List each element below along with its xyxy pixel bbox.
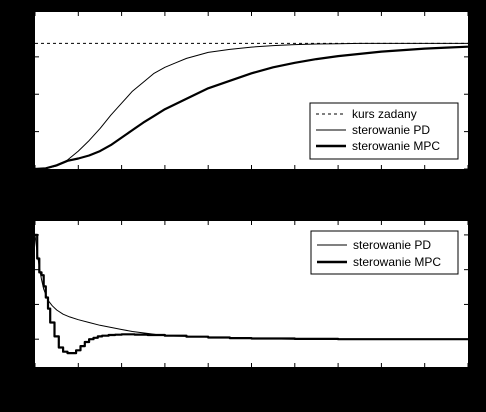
- legend-label-sterowanie-pd: sterowanie PD: [352, 123, 430, 137]
- series-line-sterowanie-mpc: [34, 45, 469, 171]
- bottom-plot-series: [34, 221, 469, 367]
- legend-label-sterowanie-mpc: sterowanie MPC: [353, 255, 441, 269]
- bottom-legend-box: [310, 230, 459, 275]
- top-plot-legend: kurs zadany sterowanie PD sterowanie MPC: [309, 102, 459, 160]
- legend-label-kurs-zadany: kurs zadany: [352, 107, 417, 121]
- top-legend-box: [309, 102, 459, 160]
- series-line-sterowanie-pd: [34, 42, 468, 170]
- legend-label-sterowanie-pd: sterowanie PD: [353, 238, 431, 252]
- legend-label-sterowanie-mpc: sterowanie MPC: [352, 139, 440, 153]
- top-plot: kurs zadany sterowanie PD sterowanie MPC: [34, 12, 469, 171]
- top-plot-series: [34, 12, 469, 171]
- bottom-plot: sterowanie PD sterowanie MPC: [34, 221, 469, 367]
- series-line-sterowanie-mpc: [35, 233, 468, 355]
- bottom-plot-legend: sterowanie PD sterowanie MPC: [310, 230, 459, 275]
